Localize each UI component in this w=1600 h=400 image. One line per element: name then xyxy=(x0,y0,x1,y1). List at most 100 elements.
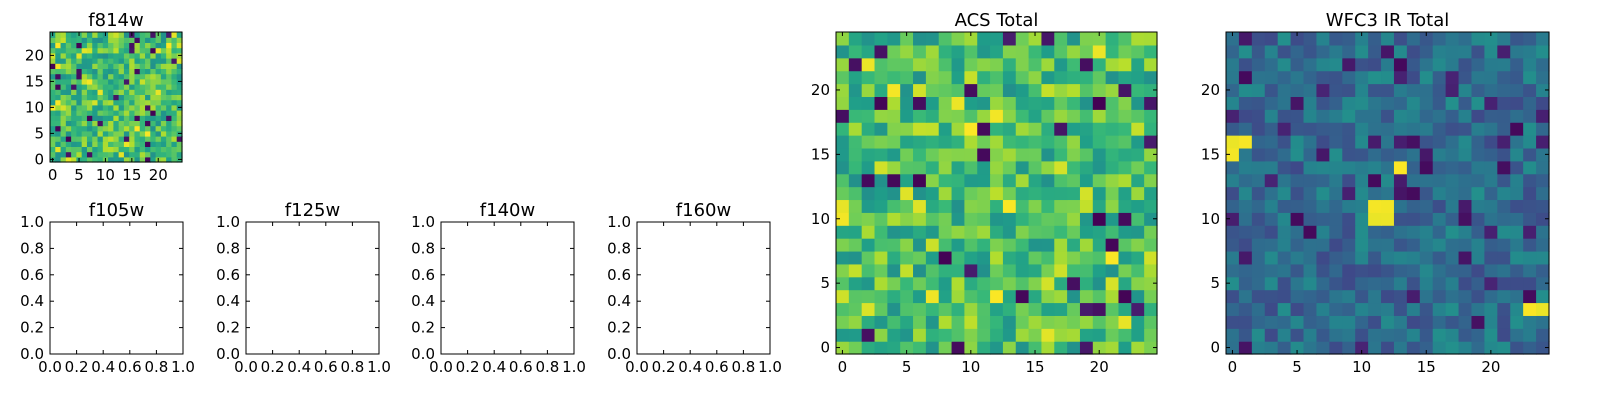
heatmap-cell xyxy=(1028,225,1043,239)
heatmap-cell xyxy=(1329,315,1343,329)
heatmap-cell xyxy=(1264,160,1279,175)
heatmap-cell xyxy=(938,302,953,316)
heatmap-cell xyxy=(1002,57,1017,72)
heatmap-cell xyxy=(134,125,141,132)
heatmap-cell xyxy=(113,73,120,80)
heatmap-cell xyxy=(1118,147,1132,162)
x-tick-label: 0.6 xyxy=(705,358,729,376)
heatmap-cell xyxy=(900,276,914,291)
heatmap-cell xyxy=(874,276,888,291)
heatmap-cell xyxy=(1226,135,1240,149)
heatmap-cell xyxy=(977,57,991,72)
heatmap-cell xyxy=(1277,263,1292,278)
heatmap-cell xyxy=(861,341,876,355)
heatmap-cell xyxy=(861,328,876,342)
heatmap-cell xyxy=(123,78,130,85)
heatmap-cell xyxy=(1445,135,1460,149)
y-tick-label: 1.0 xyxy=(216,213,240,231)
heatmap-cell xyxy=(1251,57,1266,72)
heatmap-cell xyxy=(129,78,136,85)
heatmap-cell xyxy=(1510,328,1524,342)
heatmap-cell xyxy=(1105,263,1120,278)
heatmap-cell xyxy=(123,52,130,59)
heatmap-cell xyxy=(1342,212,1356,226)
heatmap-cell xyxy=(1419,109,1434,123)
heatmap-cell xyxy=(1316,122,1330,136)
heatmap-cell xyxy=(155,125,162,132)
heatmap-cell xyxy=(887,32,901,46)
heatmap-cell xyxy=(97,130,104,137)
heatmap-cell xyxy=(836,328,850,342)
heatmap-cell xyxy=(108,130,114,137)
heatmap-cell xyxy=(900,315,914,329)
heatmap-cell xyxy=(102,47,109,54)
heatmap-cell xyxy=(1131,122,1145,136)
heatmap-cell xyxy=(55,130,62,137)
heatmap-cell xyxy=(71,104,77,111)
heatmap-cell xyxy=(1277,173,1292,188)
heatmap-cell xyxy=(900,199,914,213)
heatmap-cell xyxy=(1419,135,1434,149)
heatmap-cell xyxy=(1079,276,1094,291)
heatmap-cell xyxy=(1471,70,1485,85)
heatmap-cell xyxy=(1277,32,1292,46)
heatmap-cell xyxy=(1316,96,1330,110)
heatmap-cell xyxy=(1510,186,1524,201)
heatmap-cell xyxy=(1226,276,1240,291)
heatmap-cell xyxy=(160,120,167,127)
heatmap-cell xyxy=(1497,44,1511,59)
heatmap-cell xyxy=(1092,263,1107,278)
heatmap-cell xyxy=(1105,122,1120,136)
heatmap-cell xyxy=(113,130,120,137)
heatmap-cell xyxy=(155,130,162,137)
heatmap-cell xyxy=(1316,147,1330,162)
heatmap-cell xyxy=(925,173,940,188)
heatmap-cell xyxy=(139,89,146,95)
heatmap-cell xyxy=(1092,109,1107,123)
heatmap-cell xyxy=(150,130,157,137)
heatmap-cell xyxy=(1355,109,1369,123)
heatmap-cell xyxy=(925,302,940,316)
heatmap-cell xyxy=(71,89,77,95)
heatmap-cell xyxy=(925,263,940,278)
heatmap-cell xyxy=(150,104,157,111)
heatmap-cell xyxy=(848,70,863,85)
heatmap-cell xyxy=(1015,302,1030,316)
heatmap-cell xyxy=(1264,122,1279,136)
x-tick-label: 0.8 xyxy=(144,358,168,376)
heatmap-cell xyxy=(50,94,56,101)
heatmap-cell xyxy=(951,302,965,316)
heatmap-cell xyxy=(1092,135,1107,149)
heatmap-cell xyxy=(92,89,99,95)
heatmap-cell xyxy=(176,68,183,75)
heatmap-cell xyxy=(81,104,88,111)
heatmap-cell xyxy=(1393,212,1408,226)
heatmap-cell xyxy=(1419,225,1434,239)
heatmap-cell xyxy=(1471,276,1485,291)
x-tick-label: 0.0 xyxy=(38,358,62,376)
heatmap-cell xyxy=(1497,276,1511,291)
heatmap-cell xyxy=(1497,122,1511,136)
heatmap-cell xyxy=(139,78,146,85)
heatmap-cell xyxy=(145,78,151,85)
heatmap-cell xyxy=(887,289,901,304)
heatmap-cell xyxy=(1041,289,1055,304)
heatmap-cell xyxy=(1041,186,1055,201)
heatmap-cell xyxy=(1484,212,1498,226)
heatmap-cell xyxy=(925,160,940,175)
heatmap-cell xyxy=(848,44,863,59)
heatmap-cell xyxy=(836,32,850,46)
heatmap-cell xyxy=(1536,302,1550,316)
heatmap-cell xyxy=(50,37,56,43)
axes-frame xyxy=(835,31,1158,355)
heatmap-cell xyxy=(1303,32,1318,46)
heatmap-cell xyxy=(55,156,62,163)
heatmap-cell xyxy=(913,44,927,59)
heatmap-cell xyxy=(81,115,88,121)
heatmap-cell xyxy=(92,37,99,43)
heatmap-cell xyxy=(1355,263,1369,278)
heatmap-cell xyxy=(1329,83,1343,97)
heatmap-cell xyxy=(874,289,888,304)
heatmap-cell xyxy=(1393,173,1408,188)
heatmap-cell xyxy=(139,136,146,142)
